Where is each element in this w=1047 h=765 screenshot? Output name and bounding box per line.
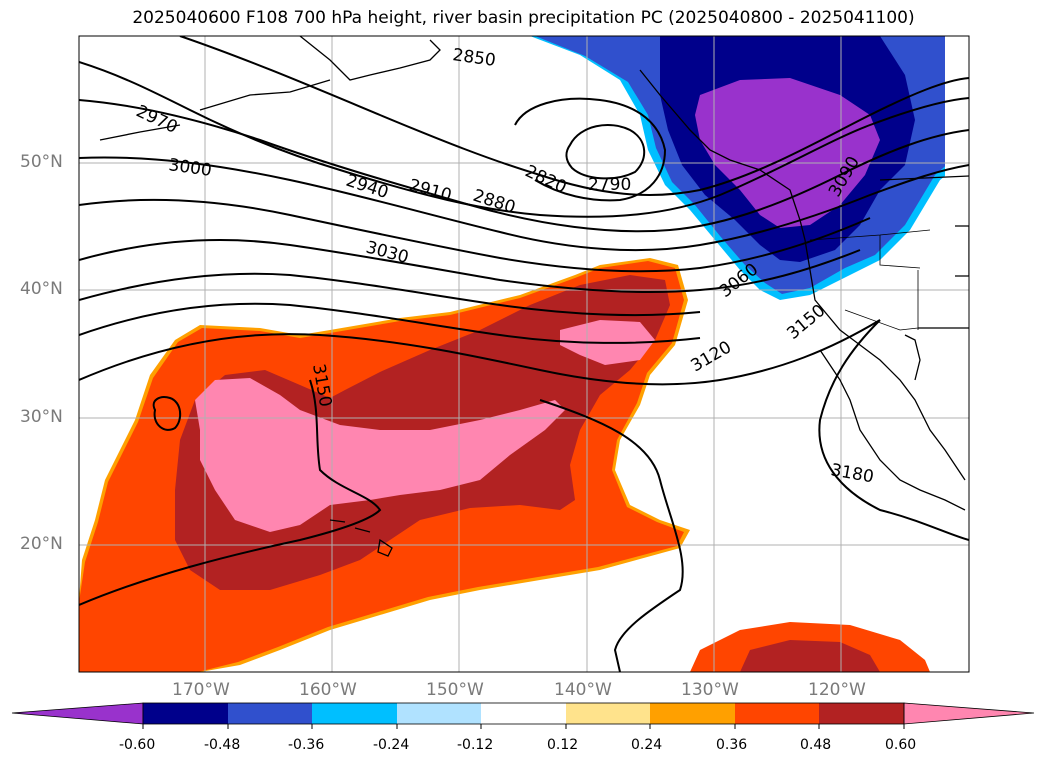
colorbar-frame (142, 702, 905, 725)
colorbar-tick-label: -0.12 (457, 737, 494, 753)
contour-label: 2790 (588, 175, 631, 195)
colorbar-seg (312, 703, 397, 724)
colorbar-tick-label: 0.60 (885, 737, 917, 753)
dry-region-purple (695, 78, 880, 228)
graticule (79, 36, 969, 672)
colorbar-seg (819, 703, 904, 724)
map-panel: 2850 2970 3000 2940 2910 2880 2820 2790 … (78, 35, 970, 673)
colorbar-seg (735, 703, 819, 724)
colorbar-seg (11, 702, 144, 725)
lon-label-130w: 130°W (681, 680, 739, 700)
coastlines (99, 36, 969, 511)
lat-label-50n: 50°N (20, 152, 63, 172)
wet-region-pink-main (195, 378, 565, 532)
colorbar-tick-label: 0.12 (547, 737, 579, 753)
wet-region-south-maroon (740, 640, 880, 672)
lon-label-120w: 120°W (808, 680, 866, 700)
colorbar-tick-label: -0.24 (373, 737, 410, 753)
colorbar-seg (397, 703, 481, 724)
lon-label-140w: 140°W (554, 680, 612, 700)
colorbar-seg (566, 703, 650, 724)
colorbar-seg (650, 703, 735, 724)
map-frame (78, 35, 970, 673)
colorbar-seg (228, 703, 312, 724)
colorbar (11, 702, 1035, 729)
colorbar-tick-label: 0.48 (800, 737, 832, 753)
colorbar-seg (481, 703, 566, 724)
colorbar-tick-label: 0.24 (631, 737, 663, 753)
lat-label-30n: 30°N (20, 407, 63, 427)
colorbar-tick-label: -0.48 (204, 737, 241, 753)
lon-label-160w: 160°W (299, 680, 357, 700)
colorbar-tick-label: -0.60 (119, 737, 156, 753)
lon-label-170w: 170°W (172, 680, 230, 700)
map-title: 2025040600 F108 700 hPa height, river ba… (132, 8, 915, 28)
lat-label-40n: 40°N (20, 279, 63, 299)
colorbar-seg (143, 703, 228, 724)
lat-label-20n: 20°N (20, 534, 63, 554)
colorbar-tick-label: -0.36 (288, 737, 325, 753)
colorbar-seg (903, 702, 1035, 725)
land-east-blank (945, 36, 969, 176)
height-contours (79, 36, 969, 672)
hawaii-islands (329, 519, 393, 557)
colorbar-ticks (142, 724, 905, 729)
lon-label-150w: 150°W (426, 680, 484, 700)
borders (809, 229, 931, 331)
colorbar-tick-label: 0.36 (716, 737, 748, 753)
